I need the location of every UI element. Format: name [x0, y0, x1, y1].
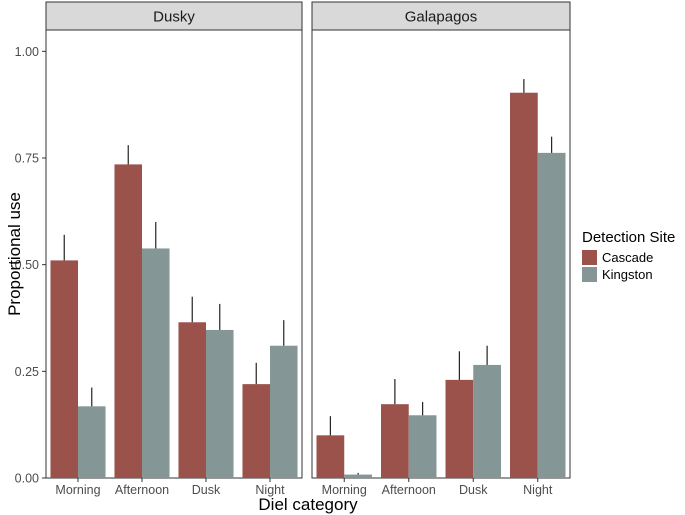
- legend-key-cascade: [582, 250, 597, 265]
- bar-kingston-morning: [78, 406, 106, 478]
- y-tick-label: 0.00: [15, 472, 39, 486]
- bar-kingston-morning: [344, 474, 372, 478]
- legend-key-kingston: [582, 267, 597, 282]
- x-tick-label: Night: [523, 483, 553, 497]
- panel-galapagos: Galapagos Morning Afternoon Dusk Night: [311, 1, 571, 497]
- legend-label-cascade: Cascade: [602, 250, 653, 265]
- x-tick-label: Night: [255, 483, 285, 497]
- bar-cascade-night: [242, 384, 270, 478]
- panels-layer: Dusky Morning Afternoon Dusk Night Galapagos M…: [45, 1, 571, 497]
- legend-label-kingston: Kingston: [602, 267, 653, 282]
- x-axis-title: Diel category: [258, 495, 358, 514]
- panel-dusky: Dusky Morning Afternoon Dusk Night: [45, 1, 303, 497]
- y-tick-label: 0.75: [15, 152, 39, 166]
- facet-strip: [311, 1, 571, 31]
- y-axis-title: Proportional use: [5, 192, 24, 316]
- x-tick-label: Dusk: [192, 483, 221, 497]
- facet-title: Galapagos: [405, 9, 478, 26]
- bar-cascade-afternoon: [381, 404, 409, 478]
- bar-kingston-night: [537, 152, 566, 478]
- x-tick-label: Dusk: [459, 483, 488, 497]
- legend: Detection Site Cascade Kingston: [582, 229, 675, 282]
- y-tick-label: 0.25: [15, 365, 39, 379]
- legend-title: Detection Site: [582, 229, 675, 246]
- y-tick-label: 0.50: [15, 258, 39, 272]
- x-tick-label: Morning: [55, 483, 100, 497]
- bar-kingston-dusk: [473, 364, 501, 478]
- bar-cascade-night: [510, 92, 538, 478]
- x-tick-label: Afternoon: [115, 483, 169, 497]
- bar-cascade-dusk: [445, 379, 474, 478]
- x-tick-label: Afternoon: [382, 483, 436, 497]
- bar-kingston-afternoon: [142, 248, 170, 478]
- bar-cascade-morning: [316, 435, 345, 478]
- x-tick-label: Morning: [322, 483, 367, 497]
- bar-kingston-dusk: [206, 329, 234, 478]
- y-tick-label: 1.00: [15, 45, 39, 59]
- bar-cascade-afternoon: [114, 164, 142, 478]
- bar-cascade-dusk: [178, 322, 206, 478]
- bar-kingston-night: [270, 345, 298, 478]
- bar-cascade-morning: [50, 260, 78, 478]
- bar-kingston-afternoon: [408, 415, 437, 478]
- y-axis: 0.00 0.25 0.50 0.75 1.00: [15, 45, 46, 486]
- facet-strip: [45, 1, 303, 31]
- facet-title: Dusky: [153, 9, 195, 26]
